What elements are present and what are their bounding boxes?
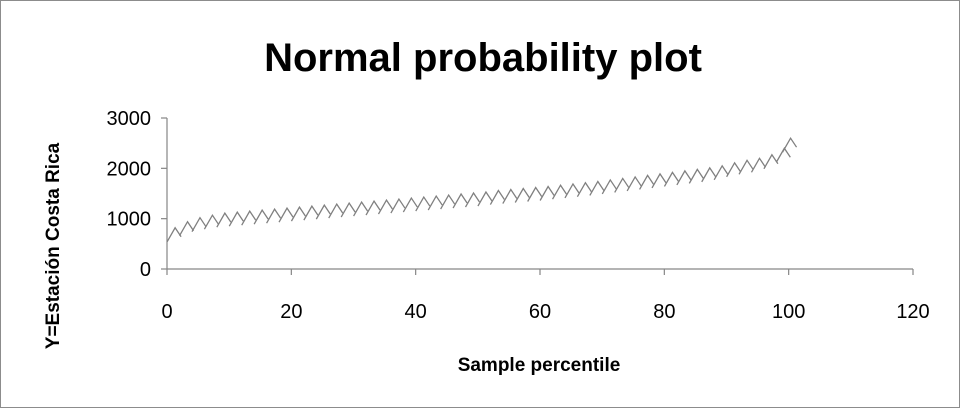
data-point xyxy=(427,194,443,211)
data-point xyxy=(178,220,195,237)
data-point xyxy=(415,195,431,212)
y-tick-label: 1000 xyxy=(107,209,152,231)
data-point xyxy=(502,188,518,204)
data-point xyxy=(440,193,456,210)
data-point xyxy=(763,153,779,170)
data-point xyxy=(303,204,319,221)
x-axis-title: Sample percentile xyxy=(458,355,621,376)
data-point xyxy=(253,208,269,225)
x-tick-label: 0 xyxy=(161,301,172,323)
y-tick-label: 3000 xyxy=(107,108,152,130)
x-tick-label: 120 xyxy=(896,301,929,323)
data-point xyxy=(551,183,568,200)
y-tick-label: 2000 xyxy=(107,158,152,180)
data-point xyxy=(216,211,232,228)
data-point xyxy=(402,196,418,213)
data-point xyxy=(477,190,493,207)
data-point xyxy=(701,166,717,183)
data-point xyxy=(527,186,543,202)
data-point xyxy=(390,197,406,214)
data-point xyxy=(514,187,530,203)
chart-title: Normal probability plot xyxy=(264,36,702,80)
data-point xyxy=(663,171,679,187)
x-tick-label: 80 xyxy=(653,301,675,323)
data-point xyxy=(713,164,729,181)
data-point xyxy=(750,157,767,173)
x-tick-label: 40 xyxy=(405,301,427,323)
y-tick-label: 0 xyxy=(140,259,151,281)
axes xyxy=(161,117,914,275)
data-point xyxy=(726,161,742,178)
tick-labels: 0 20 40 60 80 100 120 0 1000 2000 3000 xyxy=(107,108,930,323)
data-point xyxy=(365,199,381,216)
data-point xyxy=(489,189,505,205)
data-point xyxy=(191,216,207,233)
data-point xyxy=(266,207,282,224)
data-point xyxy=(688,168,704,184)
data-point xyxy=(626,175,642,192)
data-point xyxy=(539,185,555,201)
data-point xyxy=(639,174,655,190)
data-point xyxy=(676,169,692,186)
data-point xyxy=(353,200,369,217)
x-tick-label: 20 xyxy=(280,301,302,323)
data-point xyxy=(738,159,754,175)
y-axis-title: Y=Estación Costa Rica xyxy=(43,142,64,349)
data-point xyxy=(564,182,580,199)
data-points xyxy=(166,136,798,243)
data-point xyxy=(601,178,617,195)
data-point xyxy=(166,226,182,243)
data-point xyxy=(651,172,667,189)
data-point xyxy=(614,177,630,193)
data-point xyxy=(781,136,798,153)
data-point xyxy=(315,203,331,220)
data-point xyxy=(328,202,344,219)
data-point xyxy=(452,192,468,209)
data-point xyxy=(464,191,481,208)
data-point xyxy=(576,181,592,198)
x-tick-label: 60 xyxy=(529,301,551,323)
data-point xyxy=(589,180,605,196)
data-point xyxy=(228,210,244,227)
data-point xyxy=(241,209,257,226)
data-point xyxy=(203,213,219,230)
data-point xyxy=(340,201,356,218)
x-tick-label: 100 xyxy=(772,301,805,323)
data-point xyxy=(377,198,394,215)
data-point xyxy=(290,205,306,222)
data-point xyxy=(278,206,294,223)
